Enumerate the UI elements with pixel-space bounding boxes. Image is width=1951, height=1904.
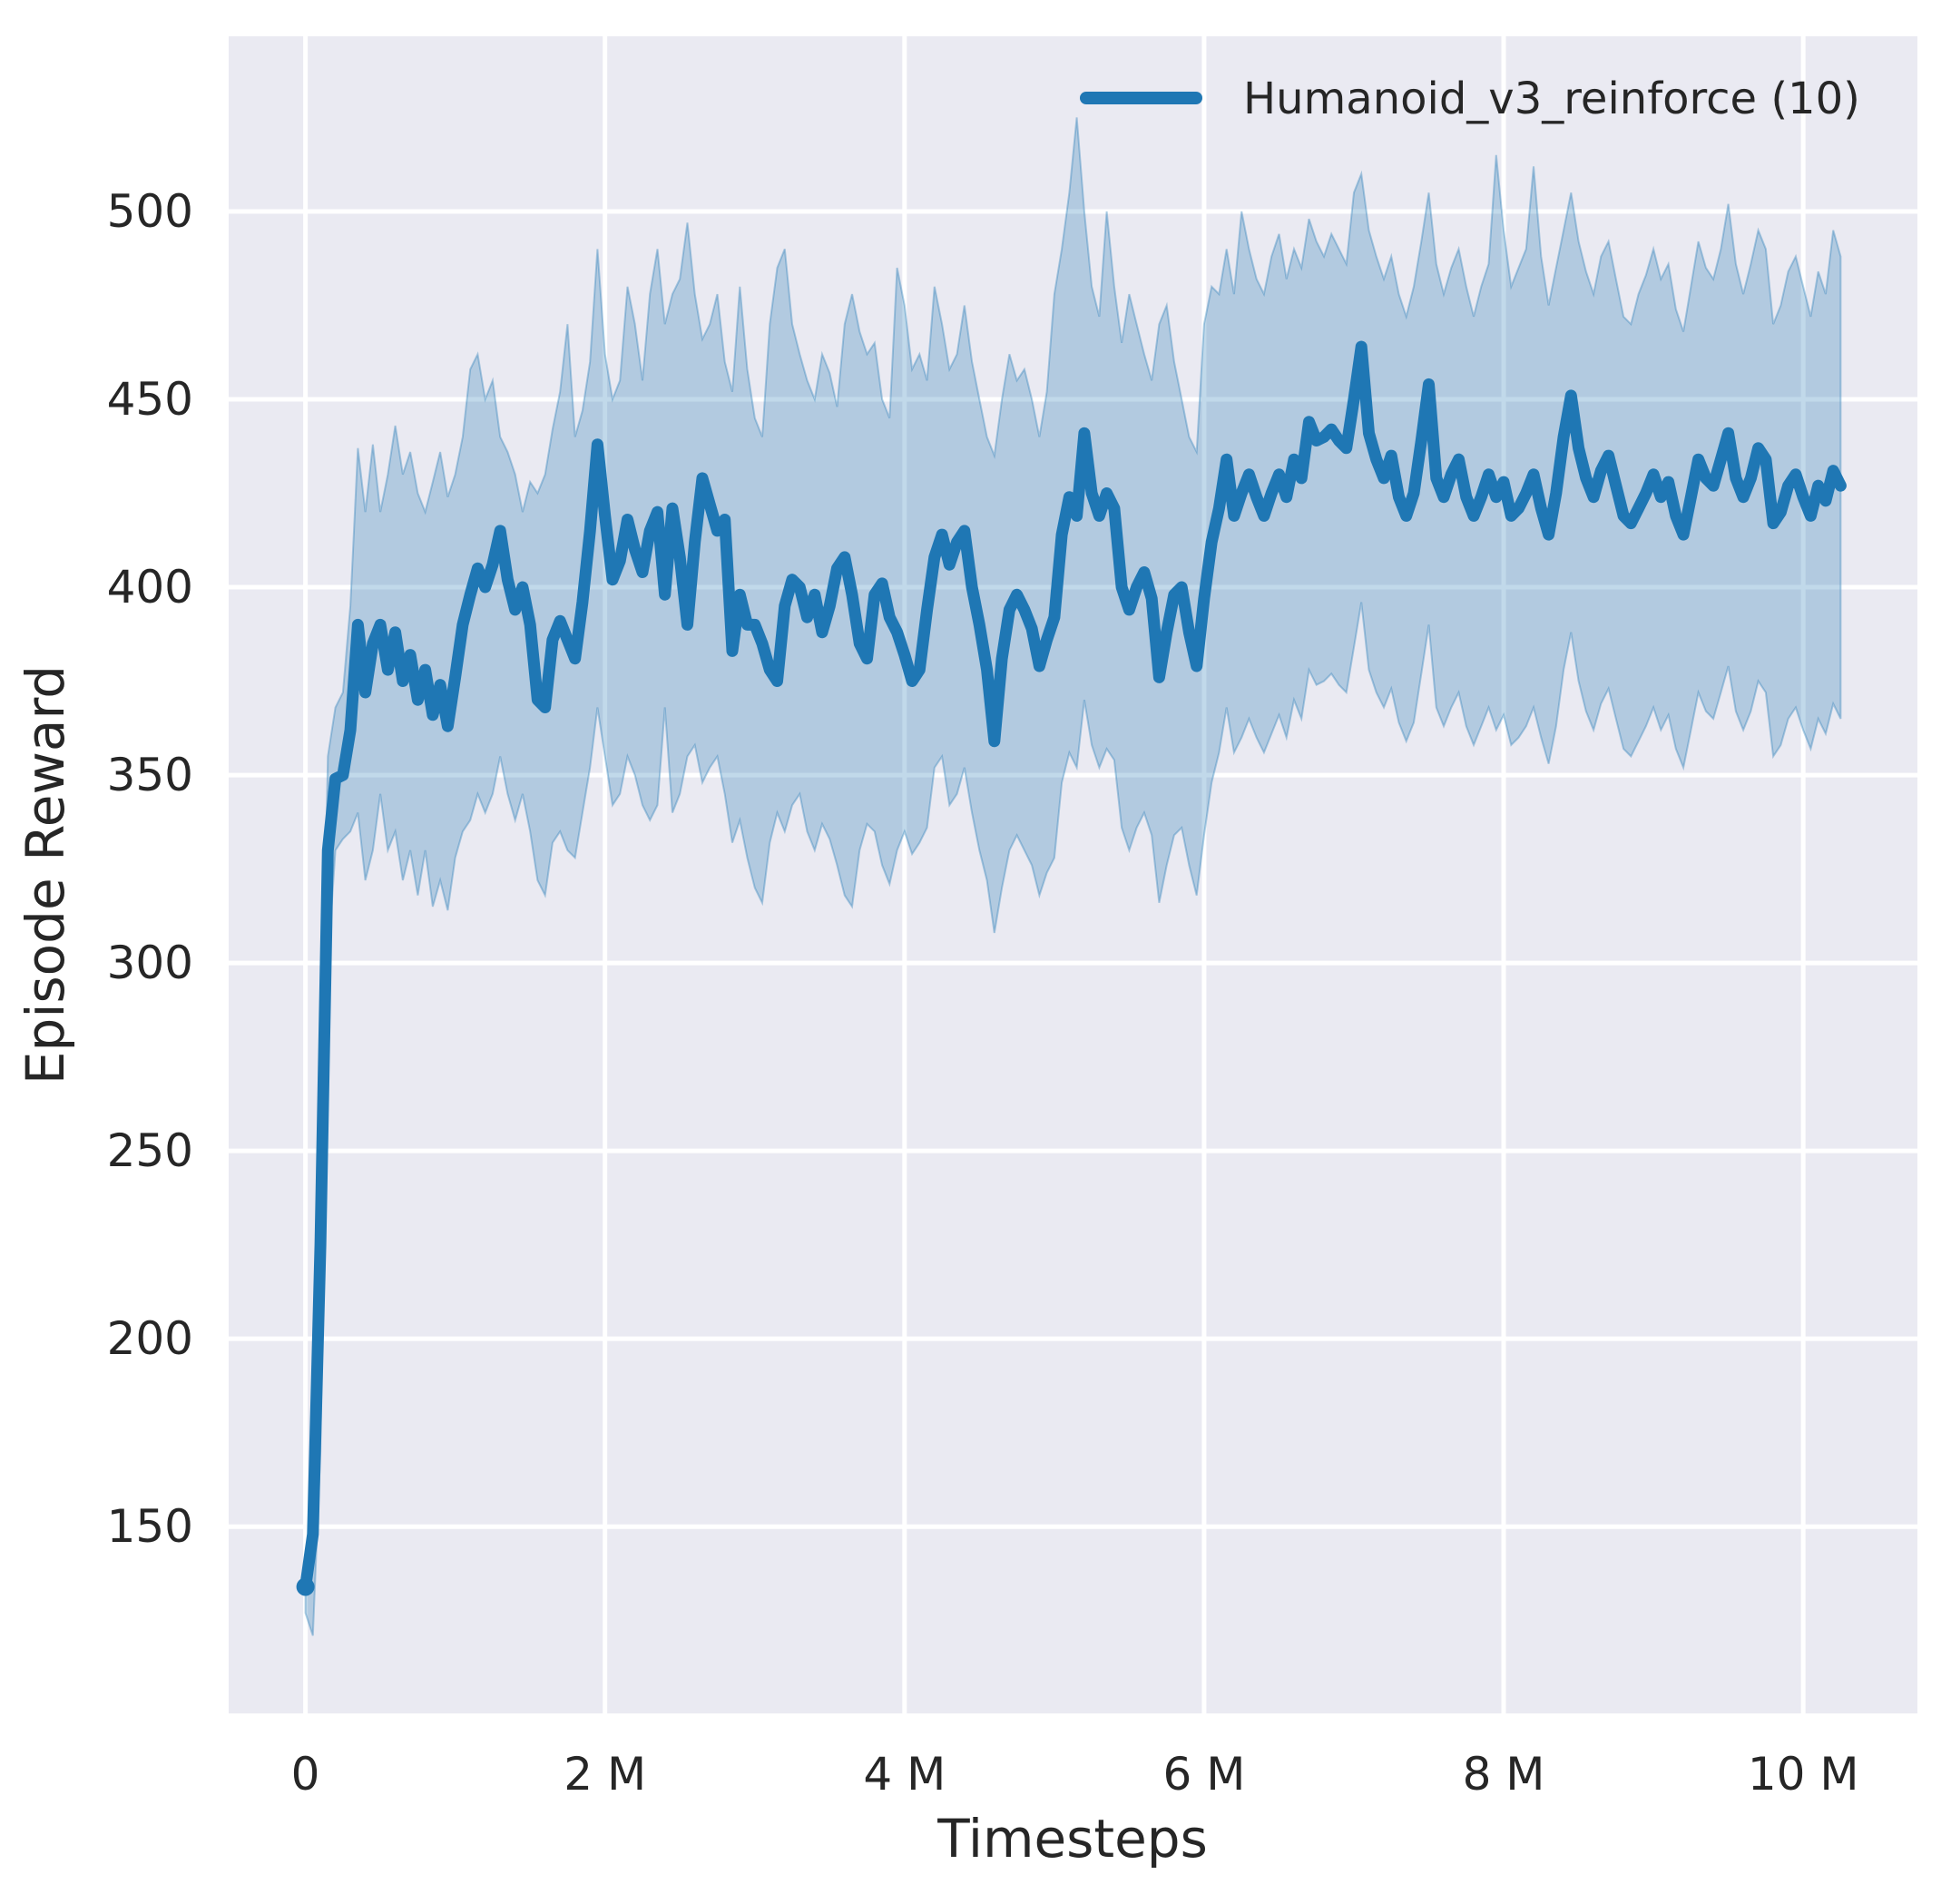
x-axis-label: Timesteps (936, 1808, 1208, 1870)
y-tick-label: 300 (107, 937, 193, 989)
x-tick-label: 8 M (1463, 1748, 1545, 1801)
x-tick-label: 2 M (564, 1748, 646, 1801)
x-tick-labels: 0 2 M 4 M 6 M 8 M 10 M (291, 1748, 1859, 1801)
y-tick-label: 200 (107, 1312, 193, 1365)
y-tick-label: 150 (107, 1500, 193, 1553)
confidence-band (304, 117, 1842, 1636)
y-tick-label: 400 (107, 561, 193, 613)
y-tick-labels: 150 200 250 300 350 400 450 500 (107, 185, 193, 1553)
grid-lines (229, 36, 1917, 1713)
x-tick-label: 4 M (863, 1748, 946, 1801)
y-tick-label: 450 (107, 373, 193, 426)
legend-label: Humanoid_v3_reinforce (10) (1243, 74, 1860, 124)
line-start-marker (296, 1577, 315, 1596)
y-tick-label: 250 (107, 1124, 193, 1177)
y-tick-label: 500 (107, 185, 193, 238)
legend: Humanoid_v3_reinforce (10) (1080, 74, 1860, 124)
x-tick-label: 10 M (1748, 1748, 1859, 1801)
mean-line (299, 340, 1847, 1593)
x-tick-label: 6 M (1162, 1748, 1245, 1801)
x-tick-label: 0 (291, 1748, 320, 1801)
y-axis-label: Episode Reward (15, 665, 76, 1084)
y-tick-label: 350 (107, 749, 193, 801)
plot-area (229, 36, 1917, 1713)
